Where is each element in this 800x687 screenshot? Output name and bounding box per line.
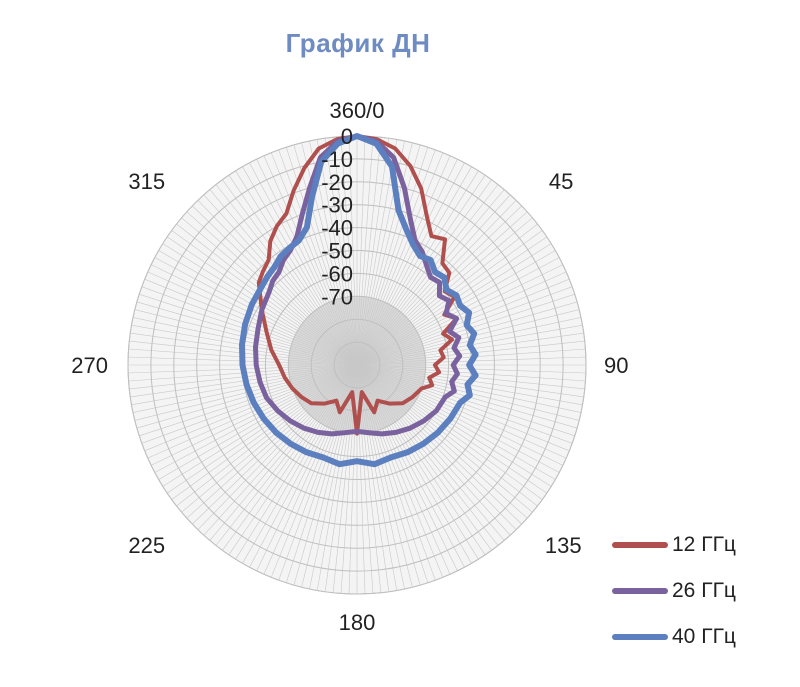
axis-labels: 360/0 45 90 135 180 225 270 315 0-10-20-30-40-50… xyxy=(71,98,628,635)
angle-label-45: 45 xyxy=(549,169,573,194)
angle-label-225: 225 xyxy=(128,533,165,558)
radial-tick-label: -70 xyxy=(321,284,353,309)
radial-tick-label: -30 xyxy=(321,193,353,218)
legend-swatch-40 xyxy=(612,634,668,640)
series-line-2 xyxy=(239,133,479,468)
legend-item-12: 12 ГГц xyxy=(612,522,792,568)
legend-item-26: 26 ГГц xyxy=(612,568,792,614)
radial-tick-label: -60 xyxy=(321,261,353,286)
series-line-0 xyxy=(256,134,459,436)
angle-label-135: 135 xyxy=(545,533,582,558)
angle-label-315: 315 xyxy=(128,169,165,194)
angle-label-270: 270 xyxy=(71,353,108,378)
radial-tick-label: -20 xyxy=(321,170,353,195)
grid-ring xyxy=(310,318,404,412)
radial-tick-label: -40 xyxy=(321,216,353,241)
legend-label-12: 12 ГГц xyxy=(672,533,736,556)
grid-ring xyxy=(173,181,541,549)
legend-item-40: 40 ГГц xyxy=(612,614,792,660)
angle-label-0: 360/0 xyxy=(329,98,384,123)
series-line-1 xyxy=(253,133,463,437)
legend-label-26: 26 ГГц xyxy=(672,579,736,602)
series-lines xyxy=(239,133,479,468)
radial-tick-label: 0 xyxy=(341,124,353,149)
grid-ring xyxy=(196,204,518,526)
grid-ring xyxy=(264,272,450,458)
chart-title: График ДН xyxy=(285,28,431,58)
grid-ring xyxy=(333,341,381,389)
legend-swatch-26 xyxy=(612,588,668,594)
radial-tick-label: -50 xyxy=(321,239,353,264)
legend-swatch-12 xyxy=(612,542,668,548)
radial-tick-label: -10 xyxy=(321,147,353,172)
grid xyxy=(127,135,587,595)
grid-ring xyxy=(219,227,495,503)
legend-label-40: 40 ГГц xyxy=(672,625,736,648)
grid-ring xyxy=(150,158,564,572)
legend: 12 ГГц 26 ГГц 40 ГГц xyxy=(612,522,792,660)
angle-label-180: 180 xyxy=(339,610,376,635)
angle-label-90: 90 xyxy=(604,353,628,378)
